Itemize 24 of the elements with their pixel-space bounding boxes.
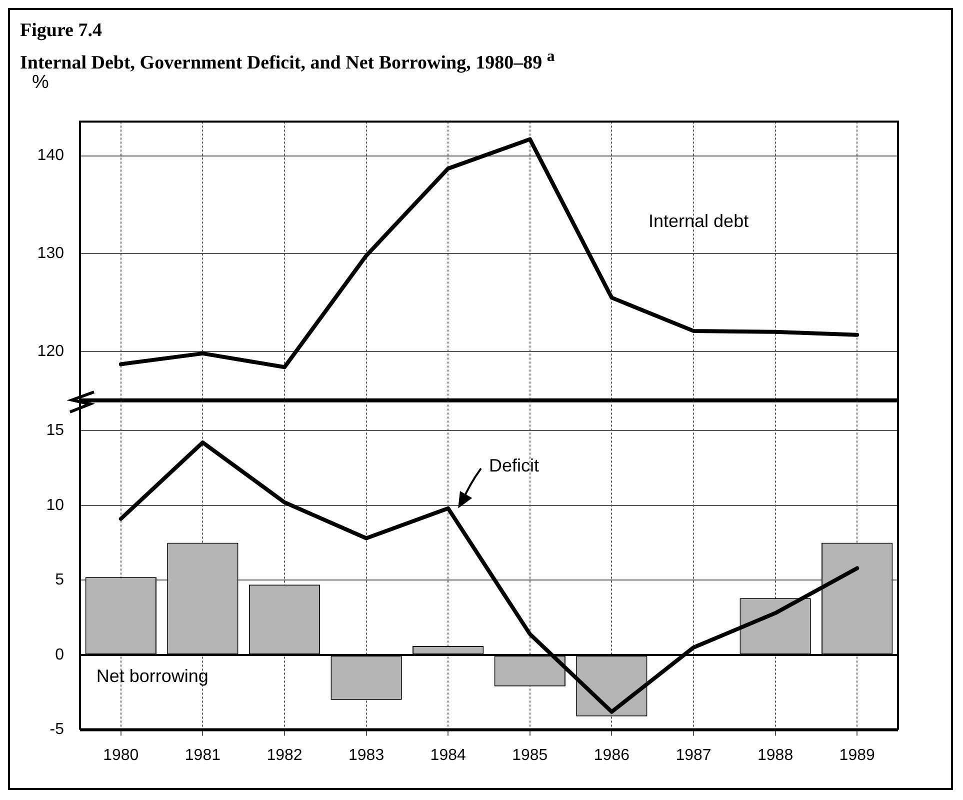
x-tick-label: 1988 — [758, 746, 794, 764]
chart-title: Figure 7.4 — [20, 19, 103, 43]
x-tick-label: 1984 — [430, 746, 466, 764]
x-tick-label: 1986 — [594, 746, 630, 764]
x-tick-label: 1980 — [103, 746, 139, 764]
series-label: Net borrowing — [96, 666, 208, 686]
y-tick-label: 10 — [46, 496, 64, 514]
y-tick-label: 140 — [37, 147, 64, 164]
y-tick-label: 15 — [46, 422, 64, 439]
x-tick-label: 1985 — [512, 746, 548, 764]
y-tick-label: 0 — [55, 646, 64, 664]
y-axis-title: % — [32, 72, 49, 94]
y-tick-label: 5 — [55, 571, 64, 588]
x-tick-label: 1983 — [348, 746, 384, 764]
y-tick-label: -5 — [50, 721, 64, 738]
x-tick-label: 1989 — [839, 746, 875, 764]
y-tick-label: 130 — [37, 245, 64, 262]
x-tick-label: 1982 — [266, 746, 302, 764]
chart-subtitle: Internal Debt, Government Deficit, and Net Borrowing, 1980–89 $^{a}$ — [20, 47, 555, 74]
text: Internal debt — [648, 210, 749, 231]
y-tick-label: 120 — [37, 342, 64, 360]
text: Deficit — [489, 455, 540, 476]
x-tick-label: 1987 — [676, 746, 712, 764]
x-tick-label: 1981 — [184, 746, 221, 764]
